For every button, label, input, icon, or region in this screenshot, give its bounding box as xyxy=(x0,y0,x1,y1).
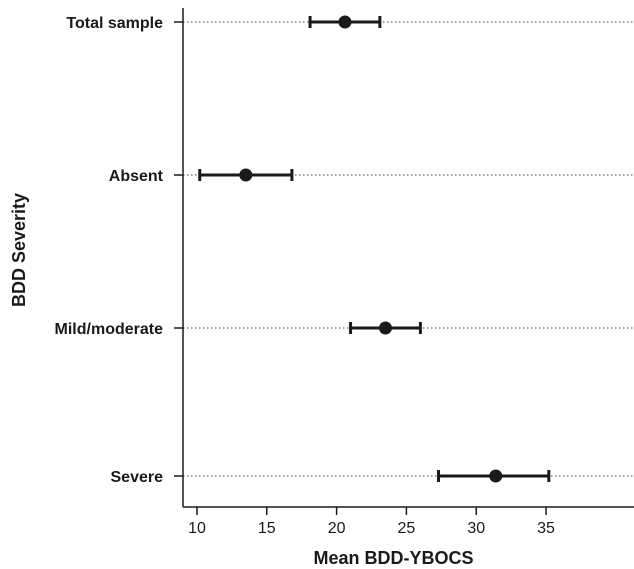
guide-lines xyxy=(183,21,634,477)
x-tick-label-30: 30 xyxy=(467,520,485,537)
x-tick-label-15: 15 xyxy=(258,520,276,537)
x-tick-label-10: 10 xyxy=(188,520,206,537)
x-tick-label-35: 35 xyxy=(537,520,555,537)
mean-point-total-sample xyxy=(338,15,352,29)
y-axis-title: BDD Severity xyxy=(9,193,29,307)
mean-point-absent xyxy=(239,168,253,182)
error-bars xyxy=(198,16,551,482)
x-axis-title: Mean BDD-YBOCS xyxy=(313,548,473,568)
x-axis-ticks: 10 15 20 25 30 35 xyxy=(188,507,555,537)
y-axis-ticks: Total sample Absent Mild/moderate Severe xyxy=(55,15,183,486)
mean-points xyxy=(239,15,503,483)
mean-point-mild-moderate xyxy=(378,321,392,335)
x-tick-label-20: 20 xyxy=(328,520,346,537)
category-label-severe: Severe xyxy=(111,469,164,486)
category-label-mild-moderate: Mild/moderate xyxy=(55,321,164,338)
category-label-absent: Absent xyxy=(109,168,164,185)
mean-point-severe xyxy=(489,469,503,483)
x-tick-label-25: 25 xyxy=(398,520,416,537)
category-label-total-sample: Total sample xyxy=(66,15,163,32)
